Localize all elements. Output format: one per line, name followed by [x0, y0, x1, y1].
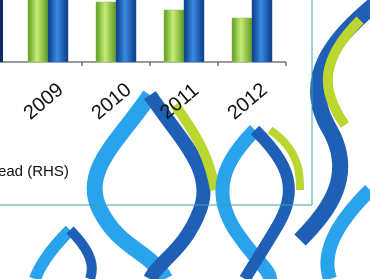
bar	[232, 18, 252, 62]
x-tick-label: 2012	[223, 79, 271, 124]
x-tick-label: 2009	[19, 79, 67, 124]
bar	[116, 0, 136, 62]
bar	[28, 0, 48, 62]
bar	[252, 0, 272, 62]
legend-text: ead (RHS)	[0, 163, 69, 180]
screenshot: ead (RHS) 2009201020112012	[0, 0, 370, 279]
bar	[48, 0, 68, 62]
bar	[184, 0, 204, 62]
frame-edge	[0, 0, 3, 62]
bar	[164, 10, 184, 62]
bar	[96, 2, 116, 62]
